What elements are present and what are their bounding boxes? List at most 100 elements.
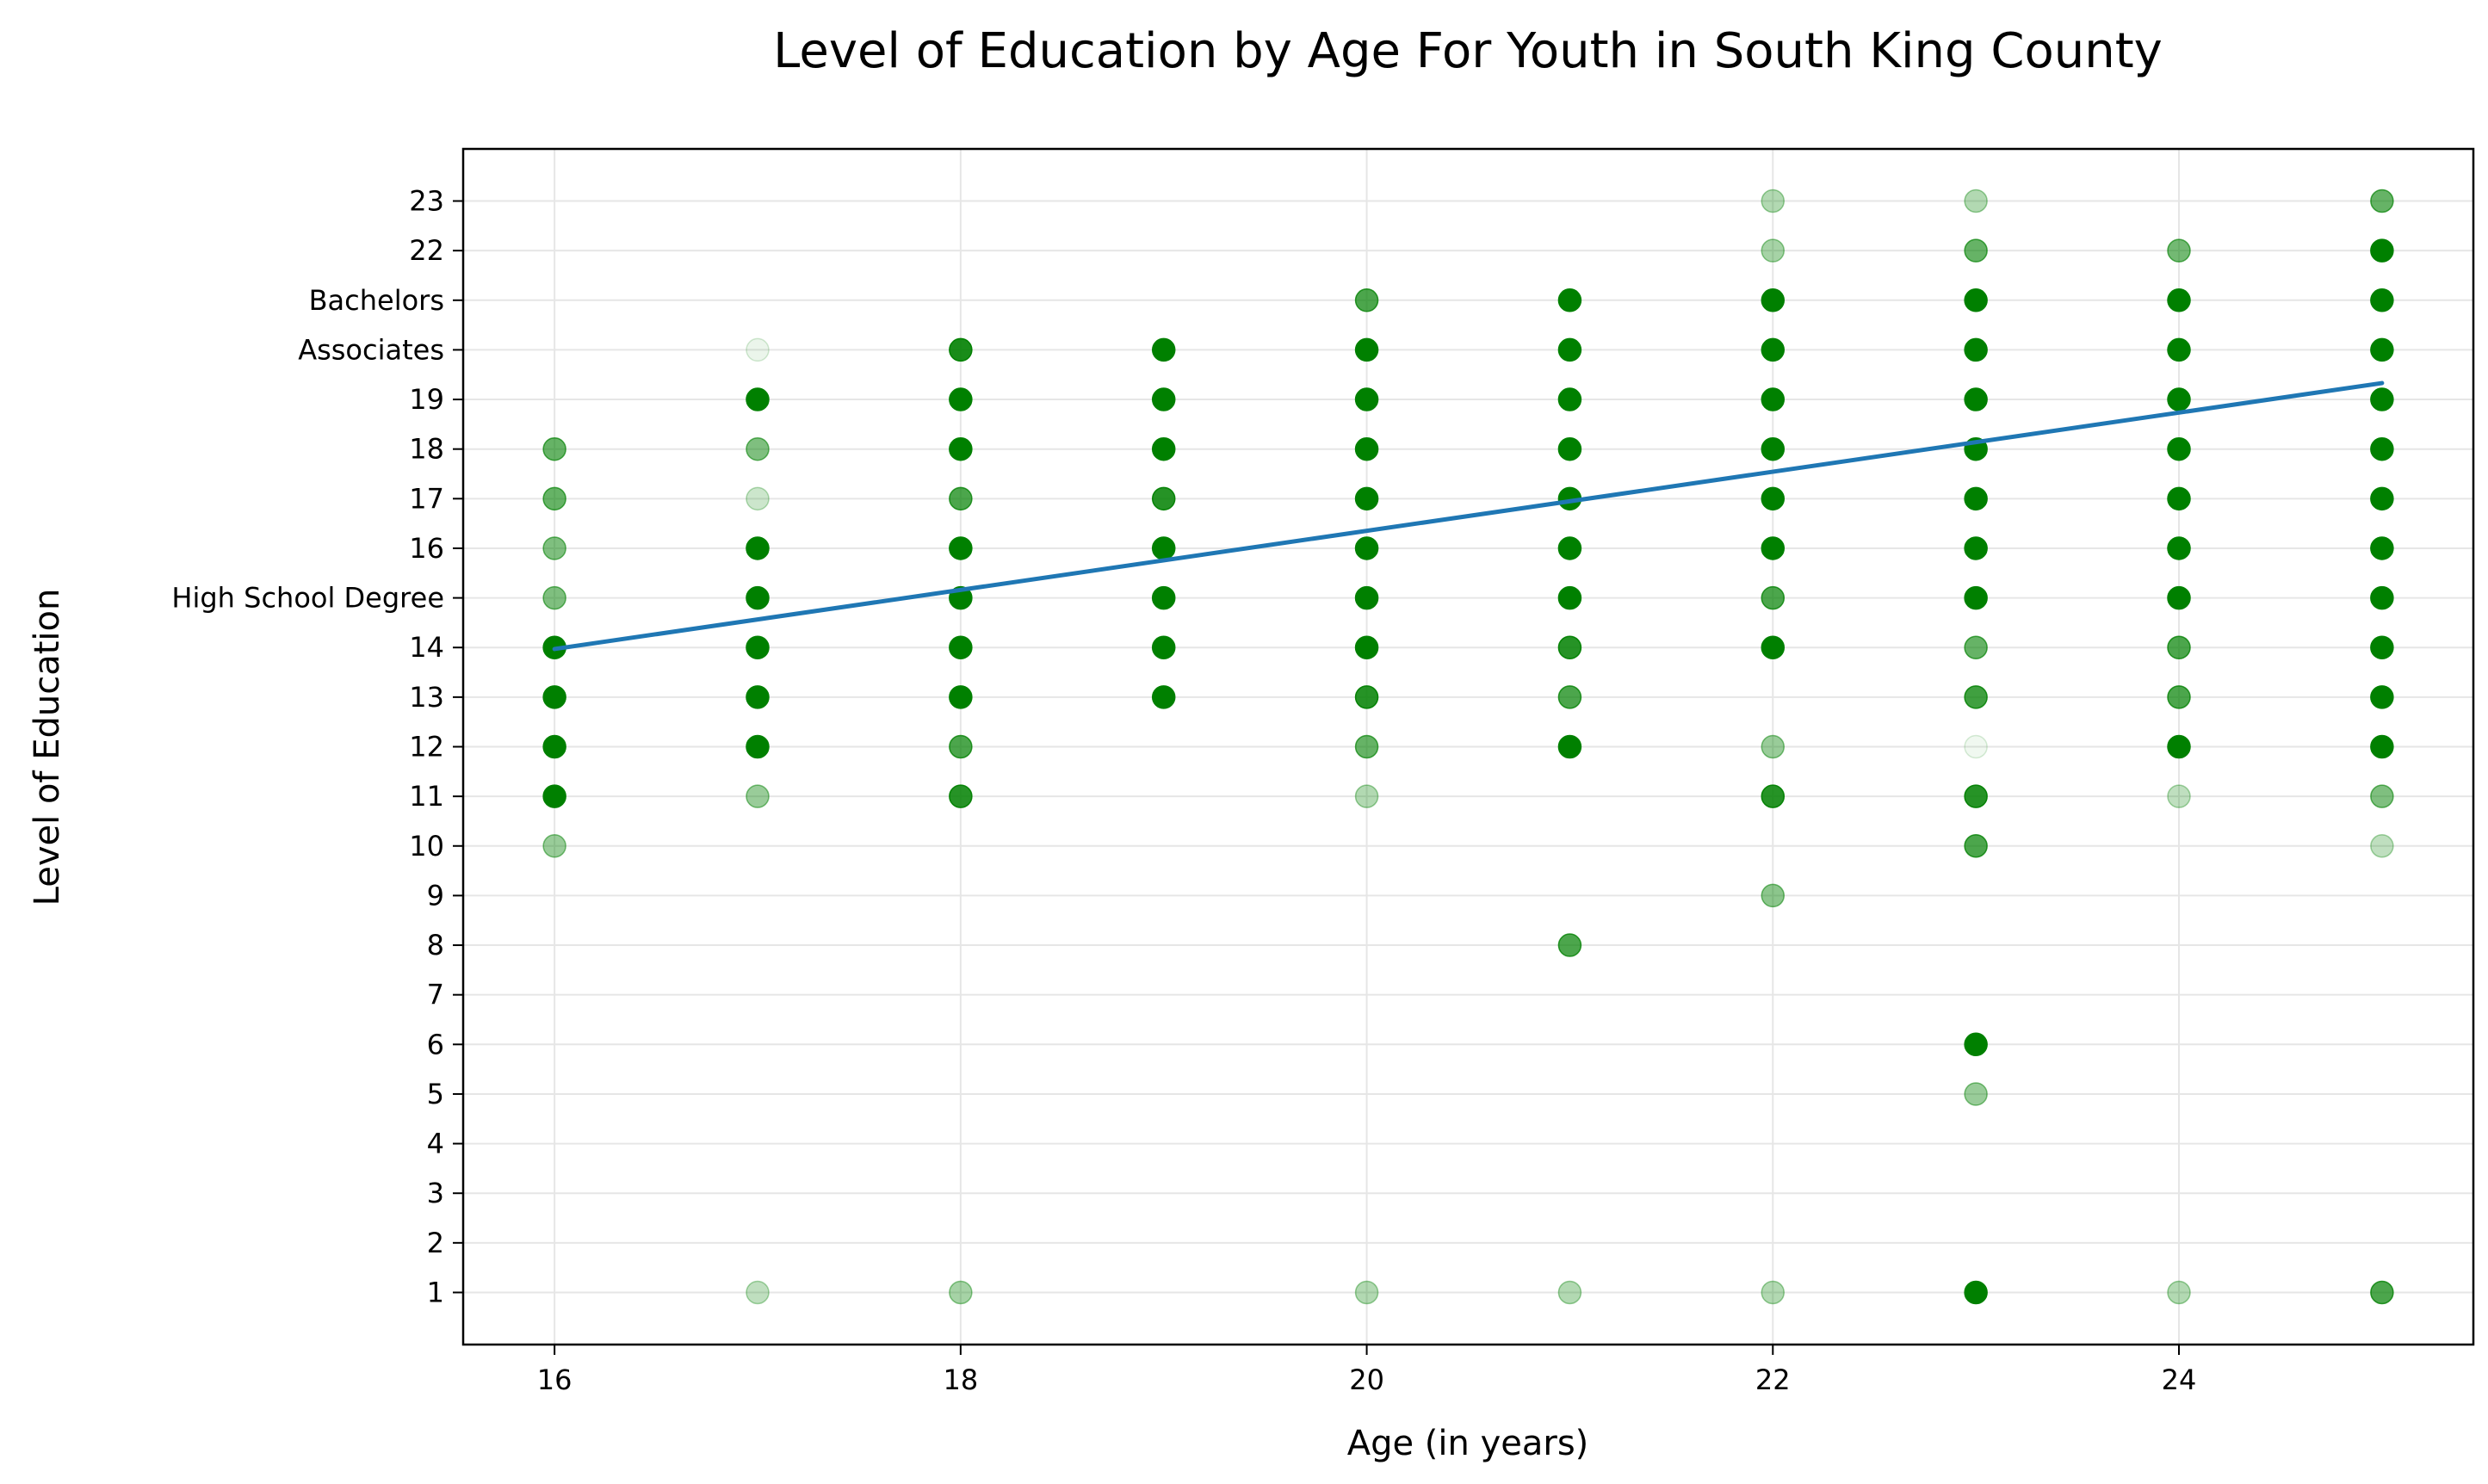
data-point bbox=[1964, 834, 1988, 858]
y-tick-label: 7 bbox=[427, 979, 444, 1011]
chart-title: Level of Education by Age For Youth in S… bbox=[773, 23, 2163, 79]
data-point bbox=[1557, 436, 1582, 461]
data-point bbox=[1761, 288, 1786, 312]
data-point bbox=[746, 784, 770, 808]
data-point bbox=[1354, 734, 1379, 759]
data-point bbox=[949, 486, 973, 511]
data-point bbox=[1151, 585, 1176, 610]
trend-line bbox=[552, 380, 2385, 652]
data-point bbox=[1964, 734, 1988, 759]
data-point bbox=[2370, 288, 2394, 312]
data-point bbox=[1761, 734, 1786, 759]
x-tick-label: 16 bbox=[537, 1363, 572, 1396]
data-point bbox=[2167, 536, 2191, 560]
data-point bbox=[1354, 288, 1379, 312]
data-point bbox=[2370, 436, 2394, 461]
data-point bbox=[2370, 536, 2394, 560]
y-tick-label: 2 bbox=[427, 1227, 444, 1259]
x-axis-ticks: 16 18 20 22 24 bbox=[537, 1345, 2197, 1396]
data-point bbox=[1151, 486, 1176, 511]
data-point bbox=[1354, 784, 1379, 808]
data-point bbox=[949, 734, 973, 759]
data-point bbox=[2370, 387, 2394, 411]
data-point bbox=[1964, 1032, 1988, 1057]
y-tick-label: 6 bbox=[427, 1028, 444, 1060]
data-point bbox=[2167, 486, 2191, 511]
data-point bbox=[2370, 486, 2394, 511]
data-point bbox=[2167, 585, 2191, 610]
data-point bbox=[1354, 436, 1379, 461]
y-tick-label: 17 bbox=[409, 482, 444, 515]
data-point bbox=[542, 536, 566, 560]
y-tick-label: Bachelors bbox=[309, 284, 444, 317]
data-point bbox=[2370, 189, 2394, 213]
data-point bbox=[1964, 536, 1988, 560]
y-tick-label: High School Degree bbox=[171, 582, 444, 615]
data-point bbox=[1761, 436, 1786, 461]
y-tick-label: 11 bbox=[409, 780, 444, 813]
data-point bbox=[542, 585, 566, 610]
data-point bbox=[949, 784, 973, 808]
y-tick-label: 12 bbox=[409, 731, 444, 764]
y-tick-label: 22 bbox=[409, 234, 444, 267]
data-point bbox=[746, 635, 770, 659]
data-point bbox=[746, 685, 770, 709]
data-point bbox=[2370, 834, 2394, 858]
y-tick-label: 16 bbox=[409, 532, 444, 565]
data-point bbox=[1761, 585, 1786, 610]
x-tick-label: 24 bbox=[2162, 1363, 2197, 1396]
data-point bbox=[949, 337, 973, 362]
data-point bbox=[746, 387, 770, 411]
data-point bbox=[1964, 387, 1988, 411]
data-point bbox=[1761, 387, 1786, 411]
data-point bbox=[1557, 536, 1582, 560]
data-point bbox=[2370, 734, 2394, 759]
data-point bbox=[1354, 536, 1379, 560]
data-point bbox=[1964, 685, 1988, 709]
y-tick-label: 9 bbox=[427, 879, 444, 912]
y-tick-label: 5 bbox=[427, 1078, 444, 1110]
data-point bbox=[1354, 486, 1379, 511]
x-tick-label: 18 bbox=[943, 1363, 978, 1396]
data-point bbox=[949, 635, 973, 659]
data-point bbox=[2370, 1280, 2394, 1305]
data-point bbox=[1557, 288, 1582, 312]
data-point bbox=[1557, 734, 1582, 759]
data-point bbox=[1354, 1280, 1379, 1305]
points-layer bbox=[542, 189, 2394, 1305]
x-tick-label: 22 bbox=[1755, 1363, 1791, 1396]
data-point bbox=[1557, 635, 1582, 659]
data-point bbox=[1151, 337, 1176, 362]
data-point bbox=[1354, 635, 1379, 659]
y-tick-label: 10 bbox=[409, 830, 444, 863]
x-tick-label: 20 bbox=[1349, 1363, 1384, 1396]
data-point bbox=[1761, 536, 1786, 560]
data-point bbox=[2370, 585, 2394, 610]
data-point bbox=[2167, 1280, 2191, 1305]
y-tick-label: 8 bbox=[427, 929, 444, 962]
data-point bbox=[1761, 486, 1786, 511]
y-tick-label: 4 bbox=[427, 1128, 444, 1160]
data-point bbox=[2167, 387, 2191, 411]
data-point bbox=[1557, 685, 1582, 709]
data-point bbox=[1761, 1280, 1786, 1305]
data-point bbox=[746, 436, 770, 461]
data-point bbox=[2370, 685, 2394, 709]
y-tick-label: 18 bbox=[409, 433, 444, 466]
data-point bbox=[2167, 288, 2191, 312]
data-point bbox=[1964, 635, 1988, 659]
trend-layer bbox=[552, 380, 2385, 652]
data-point bbox=[1964, 1082, 1988, 1106]
data-point bbox=[2167, 685, 2191, 709]
y-tick-label: 1 bbox=[427, 1276, 444, 1308]
data-point bbox=[542, 834, 566, 858]
data-point bbox=[1354, 337, 1379, 362]
y-tick-label: Associates bbox=[298, 333, 444, 366]
y-tick-label: 3 bbox=[427, 1177, 444, 1209]
data-point bbox=[746, 1280, 770, 1305]
data-point bbox=[949, 536, 973, 560]
data-point bbox=[949, 436, 973, 461]
data-point bbox=[1151, 536, 1176, 560]
